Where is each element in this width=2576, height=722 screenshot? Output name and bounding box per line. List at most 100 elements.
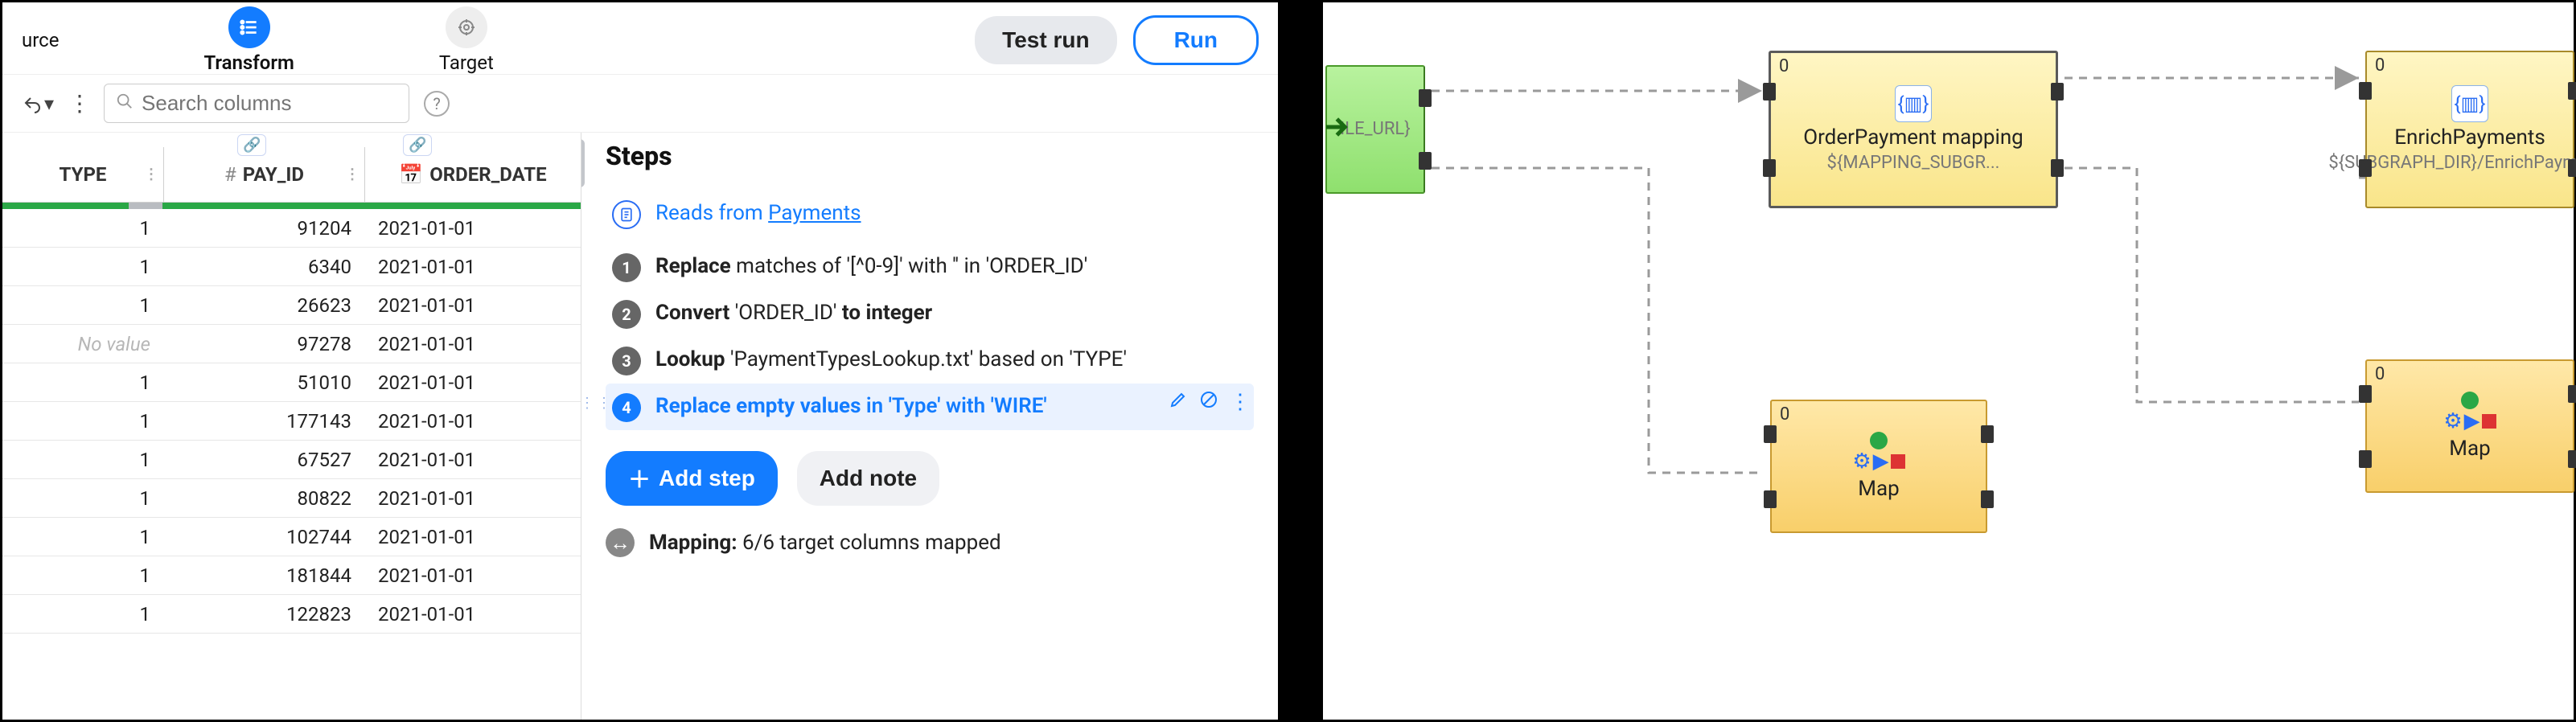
cell-orderdate: 2021-01-01 xyxy=(364,449,581,471)
cell-orderdate: 2021-01-01 xyxy=(364,526,581,548)
run-button[interactable]: Run xyxy=(1133,15,1259,65)
pane-divider xyxy=(1280,0,1321,722)
more-icon[interactable]: ⋮ xyxy=(1230,390,1251,414)
cell-orderdate: 2021-01-01 xyxy=(364,487,581,510)
cell-orderdate: 2021-01-01 xyxy=(364,603,581,626)
cell-orderdate: 2021-01-01 xyxy=(364,256,581,278)
cell-orderdate: 2021-01-01 xyxy=(364,371,581,394)
search-wrap xyxy=(104,84,409,123)
cell-type: No value xyxy=(2,333,163,355)
cell-type: 1 xyxy=(2,294,163,317)
date-icon: 📅 xyxy=(399,163,423,186)
graph-node-enrich[interactable]: 0{▥}EnrichPayments${SUBGRAPH_DIR}/Enrich… xyxy=(2365,51,2574,208)
table-row[interactable]: 1510102021-01-01 xyxy=(2,363,581,402)
step-item[interactable]: 1 Replace matches of '[^0-9]' with '' in … xyxy=(606,244,1254,290)
node-title: OrderPayment mapping xyxy=(1803,125,2023,150)
step-text: Replace empty values in 'Type' with 'WIR… xyxy=(655,392,1047,420)
table-row[interactable]: No value972782021-01-01 xyxy=(2,325,581,363)
table-header: TYPE ⋮ # PAY_ID ⋮ 📅 ORDER_DATE xyxy=(2,147,581,203)
graph-canvas[interactable]: ILE_URL} 0{▥}OrderPayment mapping${MAPPIN… xyxy=(1321,0,2576,722)
phase-transform[interactable]: Transform xyxy=(203,6,294,74)
phase-source-label: urce xyxy=(22,29,59,51)
table-row[interactable]: 11228232021-01-01 xyxy=(2,595,581,634)
cell-payid: 91204 xyxy=(163,217,364,240)
step-item[interactable]: 4Replace empty values in 'Type' with 'WI… xyxy=(606,384,1254,430)
step-text: Lookup 'PaymentTypesLookup.txt' based on… xyxy=(655,345,1127,374)
col-label: ORDER_DATE xyxy=(429,163,546,186)
edit-icon[interactable] xyxy=(1169,390,1188,414)
node-count: 0 xyxy=(1779,56,1789,76)
mapping-text: 6/6 target columns mapped xyxy=(737,531,1001,555)
cell-type: 1 xyxy=(2,410,163,433)
steps-title: Steps xyxy=(606,141,1254,171)
data-quality-strip xyxy=(2,203,581,209)
cell-orderdate: 2021-01-01 xyxy=(364,410,581,433)
history-dropdown[interactable]: ▾ xyxy=(22,92,54,115)
cell-type: 1 xyxy=(2,564,163,587)
node-count: 0 xyxy=(1780,404,1789,425)
mapping-icon: ↔ xyxy=(606,528,635,557)
step-number: 2 xyxy=(612,300,641,329)
table-row[interactable]: 163402021-01-01 xyxy=(2,248,581,286)
add-step-button[interactable]: ＋ Add step xyxy=(606,451,778,506)
mapping-summary[interactable]: ↔ Mapping: 6/6 target columns mapped xyxy=(606,528,1254,557)
col-payid[interactable]: # PAY_ID ⋮ xyxy=(163,147,364,202)
phase-transform-label: Transform xyxy=(203,51,294,74)
table-row[interactable]: 1808222021-01-01 xyxy=(2,479,581,518)
step-actions: ⋮ xyxy=(1169,390,1251,414)
col-menu-icon[interactable]: ⋮ xyxy=(345,166,359,183)
table-row[interactable]: 1912042021-01-01 xyxy=(2,209,581,248)
reads-link[interactable]: Payments xyxy=(768,201,861,225)
col-label: PAY_ID xyxy=(243,163,304,186)
table-row[interactable]: 1266232021-01-01 xyxy=(2,286,581,325)
graph-node-opm[interactable]: 0{▥}OrderPayment mapping${MAPPING_SUBGR.… xyxy=(1769,51,2058,208)
toolbar-row: ▾ ⋮ ? xyxy=(2,75,1278,133)
table-row[interactable]: 11818442021-01-01 xyxy=(2,556,581,595)
step-text: Replace matches of '[^0-9]' with '' in '… xyxy=(655,252,1087,281)
search-input[interactable] xyxy=(142,91,397,116)
add-note-button[interactable]: Add note xyxy=(797,451,939,506)
col-type[interactable]: TYPE ⋮ xyxy=(2,147,163,202)
cell-orderdate: 2021-01-01 xyxy=(364,333,581,355)
map-icon: ⚙▶ xyxy=(1852,432,1904,474)
add-step-label: Add step xyxy=(659,466,755,491)
col-orderdate[interactable]: 📅 ORDER_DATE xyxy=(364,147,581,202)
step-number: 1 xyxy=(612,253,641,282)
node-title: Map xyxy=(2449,437,2490,461)
cell-payid: 80822 xyxy=(163,487,364,510)
graph-node-map2[interactable]: 0⚙▶Map xyxy=(2365,359,2574,493)
more-menu[interactable]: ⋮ xyxy=(68,90,89,117)
graph-node-map1[interactable]: 0 ⚙▶ Map xyxy=(1770,400,1987,533)
disable-icon[interactable] xyxy=(1199,390,1218,414)
table-body: 1912042021-01-01163402021-01-01126623202… xyxy=(2,209,581,720)
plus-icon: ＋ xyxy=(628,462,651,494)
table-row[interactable]: 11027442021-01-01 xyxy=(2,518,581,556)
cell-payid: 6340 xyxy=(163,256,364,278)
drag-handle-icon[interactable]: ⋮⋮ xyxy=(581,395,614,412)
test-run-button[interactable]: Test run xyxy=(975,16,1116,64)
graph-node-source[interactable]: ILE_URL} xyxy=(1325,65,1425,194)
reads-from[interactable]: Reads from Payments xyxy=(606,191,1254,237)
data-grid: 🔗 🔗 TYPE ⋮ # PAY_ID ⋮ 📅 ORDER_ xyxy=(2,133,581,720)
table-row[interactable]: 11771432021-01-01 xyxy=(2,402,581,441)
help-icon[interactable]: ? xyxy=(424,91,450,117)
cell-payid: 97278 xyxy=(163,333,364,355)
cell-payid: 51010 xyxy=(163,371,364,394)
step-item[interactable]: 2 Convert 'ORDER_ID' to integer xyxy=(606,290,1254,337)
cell-type: 1 xyxy=(2,217,163,240)
step-text: Convert 'ORDER_ID' to integer xyxy=(655,298,932,327)
col-menu-icon[interactable]: ⋮ xyxy=(144,166,158,183)
table-row[interactable]: 1675272021-01-01 xyxy=(2,441,581,479)
scrollbar-thumb[interactable] xyxy=(581,139,585,187)
phase-tabs: urce Transform Target Test run Run xyxy=(2,2,1278,75)
cell-type: 1 xyxy=(2,256,163,278)
cell-payid: 177143 xyxy=(163,410,364,433)
step-item[interactable]: 3Lookup 'PaymentTypesLookup.txt' based o… xyxy=(606,337,1254,384)
cell-payid: 67527 xyxy=(163,449,364,471)
transform-panel: urce Transform Target Test run Run xyxy=(0,0,1280,722)
phase-target[interactable]: Target xyxy=(439,6,494,74)
search-icon xyxy=(116,92,134,116)
node-title: Map xyxy=(1858,477,1899,501)
cell-payid: 181844 xyxy=(163,564,364,587)
phase-source[interactable]: urce xyxy=(22,29,59,51)
